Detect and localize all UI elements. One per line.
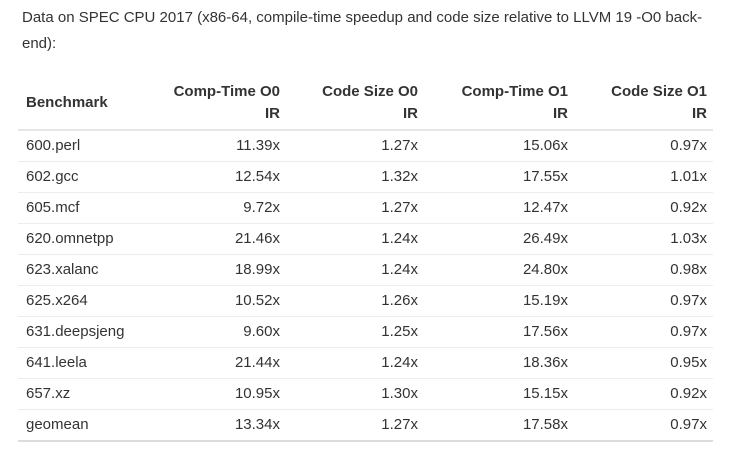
benchmark-name-cell: 602.gcc	[18, 161, 148, 193]
value-cell: 1.26x	[286, 285, 424, 317]
value-cell: 1.24x	[286, 347, 424, 379]
table-row: 631.deepsjeng 9.60x 1.25x 17.56x 0.97x	[18, 316, 713, 348]
value-cell: 13.34x	[148, 409, 286, 442]
intro-text: Data on SPEC CPU 2017 (x86-64, compile-t…	[22, 9, 703, 52]
benchmark-name-cell: 605.mcf	[18, 192, 148, 224]
column-header-code-size-o0-ir: Code Size O0 IR	[286, 77, 424, 131]
value-cell: 0.98x	[574, 254, 713, 286]
value-cell: 15.06x	[424, 130, 574, 162]
value-cell: 1.30x	[286, 378, 424, 410]
value-cell: 0.97x	[574, 409, 713, 442]
benchmark-name-cell: 631.deepsjeng	[18, 316, 148, 348]
value-cell: 17.55x	[424, 161, 574, 193]
value-cell: 1.27x	[286, 409, 424, 442]
column-header-comp-time-o0-ir: Comp-Time O0 IR	[148, 77, 286, 131]
value-cell: 12.54x	[148, 161, 286, 193]
benchmark-name-cell: 641.leela	[18, 347, 148, 379]
value-cell: 1.24x	[286, 223, 424, 255]
value-cell: 26.49x	[424, 223, 574, 255]
benchmark-table: Benchmark Comp-Time O0 IR Code Size O0 I…	[18, 77, 713, 442]
value-cell: 1.01x	[574, 161, 713, 193]
value-cell: 10.95x	[148, 378, 286, 410]
value-cell: 12.47x	[424, 192, 574, 224]
benchmark-name-cell: 623.xalanc	[18, 254, 148, 286]
table-row: 625.x264 10.52x 1.26x 15.19x 0.97x	[18, 285, 713, 317]
value-cell: 15.19x	[424, 285, 574, 317]
column-header-code-size-o1-ir: Code Size O1 IR	[574, 77, 713, 131]
value-cell: 18.99x	[148, 254, 286, 286]
column-header-benchmark: Benchmark	[18, 77, 148, 131]
value-cell: 17.56x	[424, 316, 574, 348]
table-row: 657.xz 10.95x 1.30x 15.15x 0.92x	[18, 378, 713, 410]
table-body: 600.perl 11.39x 1.27x 15.06x 0.97x 602.gcc 12.…	[18, 130, 713, 442]
value-cell: 1.27x	[286, 192, 424, 224]
value-cell: 0.92x	[574, 378, 713, 410]
column-header-comp-time-o1-ir: Comp-Time O1 IR	[424, 77, 574, 131]
table-row: 605.mcf 9.72x 1.27x 12.47x 0.92x	[18, 192, 713, 224]
benchmark-name-cell: 657.xz	[18, 378, 148, 410]
value-cell: 1.25x	[286, 316, 424, 348]
benchmark-name-cell: geomean	[18, 409, 148, 442]
value-cell: 9.60x	[148, 316, 286, 348]
value-cell: 18.36x	[424, 347, 574, 379]
value-cell: 9.72x	[148, 192, 286, 224]
value-cell: 21.44x	[148, 347, 286, 379]
benchmark-name-cell: 625.x264	[18, 285, 148, 317]
value-cell: 0.97x	[574, 130, 713, 162]
value-cell: 0.92x	[574, 192, 713, 224]
value-cell: 15.15x	[424, 378, 574, 410]
value-cell: 1.03x	[574, 223, 713, 255]
value-cell: 24.80x	[424, 254, 574, 286]
value-cell: 10.52x	[148, 285, 286, 317]
table-header-row: Benchmark Comp-Time O0 IR Code Size O0 I…	[18, 77, 713, 131]
table-row: 623.xalanc 18.99x 1.24x 24.80x 0.98x	[18, 254, 713, 286]
table-row: 641.leela 21.44x 1.24x 18.36x 0.95x	[18, 347, 713, 379]
value-cell: 0.97x	[574, 285, 713, 317]
table-row: 602.gcc 12.54x 1.32x 17.55x 1.01x	[18, 161, 713, 193]
value-cell: 0.97x	[574, 316, 713, 348]
value-cell: 11.39x	[148, 130, 286, 162]
value-cell: 1.32x	[286, 161, 424, 193]
value-cell: 21.46x	[148, 223, 286, 255]
value-cell: 1.27x	[286, 130, 424, 162]
benchmark-name-cell: 600.perl	[18, 130, 148, 162]
benchmark-name-cell: 620.omnetpp	[18, 223, 148, 255]
value-cell: 1.24x	[286, 254, 424, 286]
table-row: 600.perl 11.39x 1.27x 15.06x 0.97x	[18, 130, 713, 162]
table-row: 620.omnetpp 21.46x 1.24x 26.49x 1.03x	[18, 223, 713, 255]
value-cell: 0.95x	[574, 347, 713, 379]
table-row: geomean 13.34x 1.27x 17.58x 0.97x	[18, 409, 713, 442]
value-cell: 17.58x	[424, 409, 574, 442]
